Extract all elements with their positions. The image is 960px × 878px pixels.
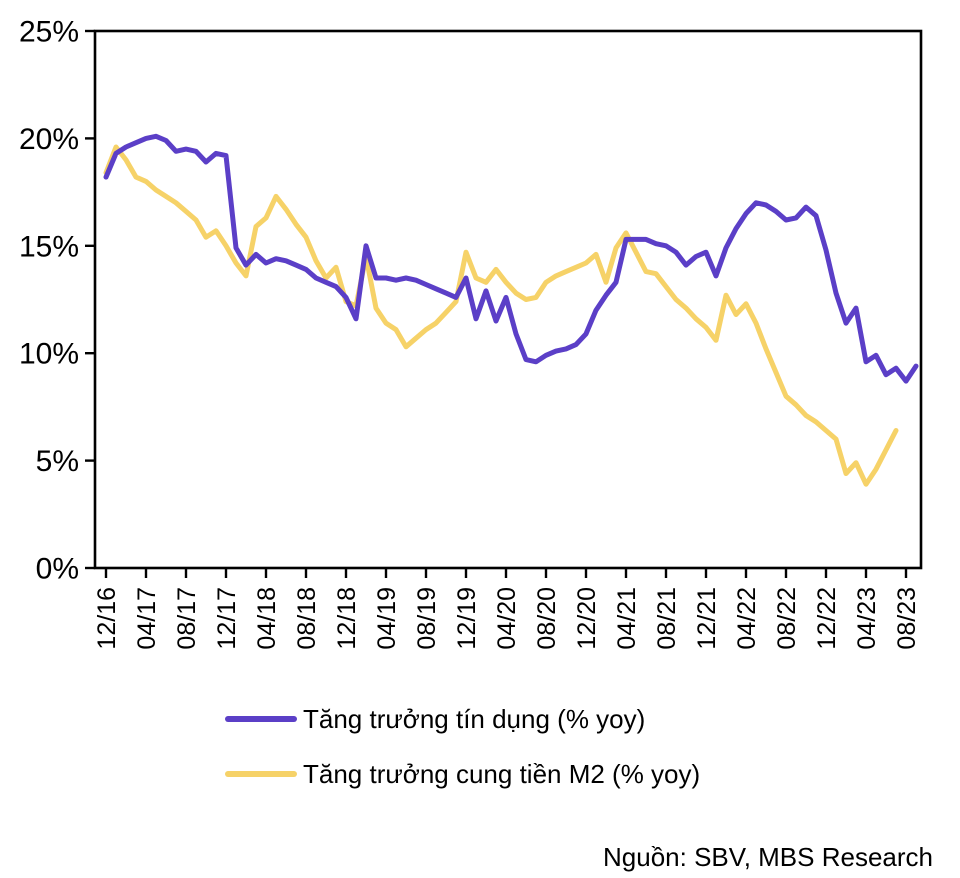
- legend-item-credit-growth: Tăng trưởng tín dụng (% yoy): [225, 706, 645, 732]
- x-axis-tick-label: 08/21: [653, 587, 681, 650]
- y-axis-tick-label: 0%: [36, 553, 79, 586]
- credit-growth-line: [103, 133, 919, 384]
- x-axis-tick-label: 12/21: [693, 587, 721, 650]
- y-axis-tick-label: 20%: [19, 123, 79, 156]
- credit-line-swatch: [225, 716, 297, 722]
- x-axis-tick-label: 12/22: [813, 587, 841, 650]
- x-axis-tick-label: 12/20: [573, 587, 601, 650]
- y-axis-tick-label: 10%: [19, 338, 79, 371]
- x-axis-tick-label: 08/18: [293, 587, 321, 650]
- x-axis-tick-label: 12/16: [93, 587, 121, 650]
- x-axis-tick-label: 08/17: [173, 587, 201, 650]
- x-axis-tick-label: 04/23: [853, 587, 881, 650]
- x-axis-tick-label: 08/23: [893, 587, 921, 650]
- x-axis-tick-label: 08/22: [773, 587, 801, 650]
- x-axis-tick-label: 12/18: [333, 587, 361, 650]
- x-axis-tick-label: 04/20: [493, 587, 521, 650]
- plot-border: [93, 29, 923, 570]
- legend-item-m2-growth: Tăng trưởng cung tiền M2 (% yoy): [225, 761, 700, 787]
- m2-growth-line: [103, 144, 899, 487]
- source-note: Nguồn: SBV, MBS Research: [603, 842, 933, 872]
- y-axis-tick-label: 5%: [36, 445, 79, 478]
- x-axis-tick-label: 12/19: [453, 587, 481, 650]
- x-axis-tick-label: 08/20: [533, 587, 561, 650]
- x-axis-tick-label: 04/18: [253, 587, 281, 650]
- x-axis-tick-label: 04/22: [733, 587, 761, 650]
- legend-label-credit-growth: Tăng trưởng tín dụng (% yoy): [303, 704, 646, 734]
- x-axis-tick-label: 12/17: [213, 587, 241, 650]
- m2-line-swatch: [225, 771, 297, 777]
- x-axis-tick-label: 04/17: [133, 587, 161, 650]
- y-axis-tick-label: 15%: [19, 230, 79, 263]
- x-axis-tick-label: 04/21: [613, 587, 641, 650]
- x-axis-tick-label: 08/19: [413, 587, 441, 650]
- y-axis-tick-label: 25%: [19, 16, 79, 49]
- legend-label-m2-growth: Tăng trưởng cung tiền M2 (% yoy): [303, 759, 701, 789]
- x-axis-tick-label: 04/19: [373, 587, 401, 650]
